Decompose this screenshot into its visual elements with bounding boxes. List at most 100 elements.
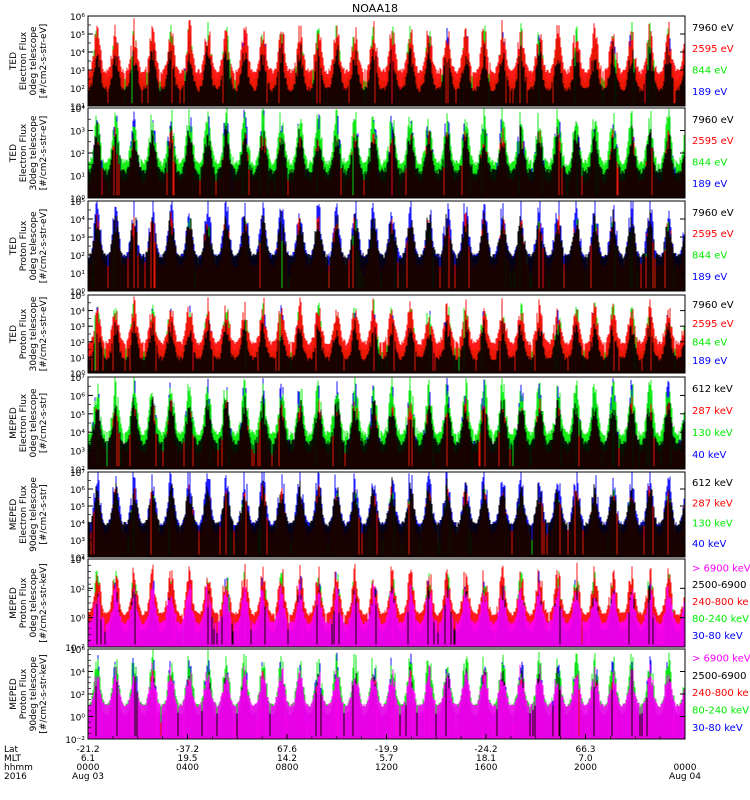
panel-4-traces — [88, 296, 685, 373]
x-tick-lat: 67.6 — [277, 745, 297, 755]
y-tick-label: 10² — [70, 466, 85, 476]
figure-title: NOAA18 — [352, 2, 398, 15]
y-tick-label: 10⁴ — [70, 556, 85, 566]
y-label-line: Proton Flux — [19, 220, 29, 271]
series-trace — [88, 122, 685, 198]
y-label-line: MEPED — [9, 499, 19, 531]
x-tick-mlt: 6.1 — [81, 754, 95, 764]
series-trace — [88, 662, 685, 739]
panel-1: 10¹ 10² 10³ 10⁴ 10⁵ 10⁶ TEDElectron Flux0deg t… — [9, 13, 734, 113]
y-tick-label: 10⁰ — [70, 288, 85, 298]
y-label-line: 30deg telescope — [29, 115, 39, 190]
x-tick-hhmm: 2000 — [574, 763, 597, 773]
y-tick-label: 10³ — [70, 448, 85, 458]
y-axis-label: TEDProton Flux30deg telescope[#/cm2-s-st… — [9, 296, 49, 371]
legend-entry: 189 eV — [692, 179, 727, 190]
y-tick-label: 10¹ — [70, 354, 85, 364]
y-tick-label: 10¹ — [70, 173, 85, 183]
y-tick-label: 10⁵ — [70, 31, 85, 41]
panel-8: 10⁻² 10⁰ 10² 10⁴ 10⁶ MEPEDProton Flux90deg te… — [9, 646, 750, 746]
series-trace — [88, 395, 685, 469]
y-label-line: Proton Flux — [19, 308, 29, 359]
legend-entry: 287 keV — [692, 498, 733, 509]
x-tick-lat: -21.2 — [76, 745, 99, 755]
y-label-line: [#/cm2-s-str-eV] — [39, 116, 49, 191]
y-label-line: [#/cm2-s-str-keV] — [39, 654, 49, 733]
legend-entry: 2500-6900 — [692, 671, 747, 682]
y-label-line: [#/cm2-s-str-eV] — [39, 24, 49, 99]
x-tick-mlt: 18.1 — [476, 754, 496, 764]
panel-8-traces — [88, 649, 685, 739]
series-trace — [88, 41, 685, 106]
panel-2-traces — [88, 108, 685, 198]
panel-4: 10⁰ 10¹ 10² 10³ 10⁴ 10⁵ TEDProton Flux30deg te… — [9, 292, 734, 380]
legend-entry: 844 eV — [692, 251, 727, 262]
y-tick-label: 10⁷ — [70, 374, 85, 384]
panel-3: 10⁰ 10¹ 10² 10³ 10⁴ 10⁵ TEDProton Flux0deg tel… — [9, 198, 734, 298]
y-label-line: TED — [9, 144, 19, 163]
legend-entry: 40 keV — [692, 450, 726, 461]
y-label-line: Electron Flux — [19, 31, 29, 90]
legend-entry: 7960 eV — [692, 115, 734, 126]
y-tick-label: 10⁰ — [70, 714, 85, 724]
legend-entry: 7960 eV — [692, 300, 734, 311]
y-tick-label: 10³ — [70, 67, 85, 77]
y-tick-label: 10⁵ — [70, 292, 85, 302]
y-label-line: 90deg telescope — [29, 477, 39, 552]
y-tick-label: 10⁴ — [70, 429, 85, 439]
y-axis-label: MEPEDElectron Flux90deg telescope[#/cm2-… — [9, 477, 49, 552]
y-tick-label: 10⁴ — [70, 669, 85, 679]
y-label-line: [#/cm2-s-str-eV] — [39, 209, 49, 284]
y-tick-label: 10⁶ — [70, 646, 85, 656]
panel-5-traces — [88, 377, 685, 469]
y-tick-label: 10⁶ — [70, 486, 85, 496]
y-tick-label: 10¹ — [70, 270, 85, 280]
x-tick-lat: 66.3 — [575, 745, 595, 755]
y-tick-label: 10⁴ — [70, 520, 85, 530]
y-tick-label: 10² — [70, 252, 85, 262]
legend-entry: 612 keV — [692, 478, 733, 489]
legend-entry: > 6900 keV — [692, 654, 750, 665]
y-tick-label: 10⁴ — [70, 49, 85, 59]
y-tick-label: 10² — [70, 339, 85, 349]
legend-entry: 240-800 ke — [692, 688, 749, 699]
x-tick-hhmm: 0800 — [276, 763, 299, 773]
legend-entry: 844 eV — [692, 337, 727, 348]
x-tick-hhmm: 1600 — [475, 763, 498, 773]
y-axis-label: MEPEDProton Flux0deg telescope[#/cm2-s-s… — [9, 563, 49, 642]
x-tick-date: Aug 04 — [669, 772, 701, 782]
legend-entry: 844 eV — [692, 158, 727, 169]
x-tick-hhmm: 0400 — [176, 763, 199, 773]
legend-entry: 2595 eV — [692, 229, 734, 240]
y-axis-label: TEDElectron Flux0deg telescope[#/cm2-s-s… — [9, 24, 49, 99]
legend-entry: 2595 eV — [692, 319, 734, 330]
legend-entry: 189 eV — [692, 356, 727, 367]
y-tick-label: 10² — [70, 554, 85, 564]
x-tick-date: Aug 03 — [72, 772, 104, 782]
y-tick-label: 10⁴ — [70, 216, 85, 226]
legend-entry: 2595 eV — [692, 44, 734, 55]
legend-entry: 40 keV — [692, 539, 726, 550]
x-row-label: MLT — [4, 754, 22, 764]
y-label-line: 0deg telescope — [29, 568, 39, 638]
y-tick-label: 10⁰ — [70, 370, 85, 380]
y-tick-label: 10² — [70, 585, 85, 595]
y-label-line: TED — [9, 52, 19, 71]
y-tick-label: 10⁰ — [70, 195, 85, 205]
legend-entry: 2595 eV — [692, 136, 734, 147]
legend-entry: > 6900 keV — [692, 563, 750, 574]
legend-entry: 130 keV — [692, 519, 733, 530]
y-label-line: [#/cm2-s-str] — [39, 484, 49, 544]
series-trace — [88, 209, 685, 291]
y-label-line: 90deg telescope — [29, 656, 39, 731]
y-label-line: TED — [9, 237, 19, 256]
y-tick-label: 10⁴ — [70, 308, 85, 318]
legend-entry: 30-80 keV — [692, 631, 743, 642]
legend-entry: 189 eV — [692, 87, 727, 98]
y-tick-label: 10⁵ — [70, 411, 85, 421]
legend-entry: 7960 eV — [692, 23, 734, 34]
y-label-line: TED — [9, 325, 19, 344]
